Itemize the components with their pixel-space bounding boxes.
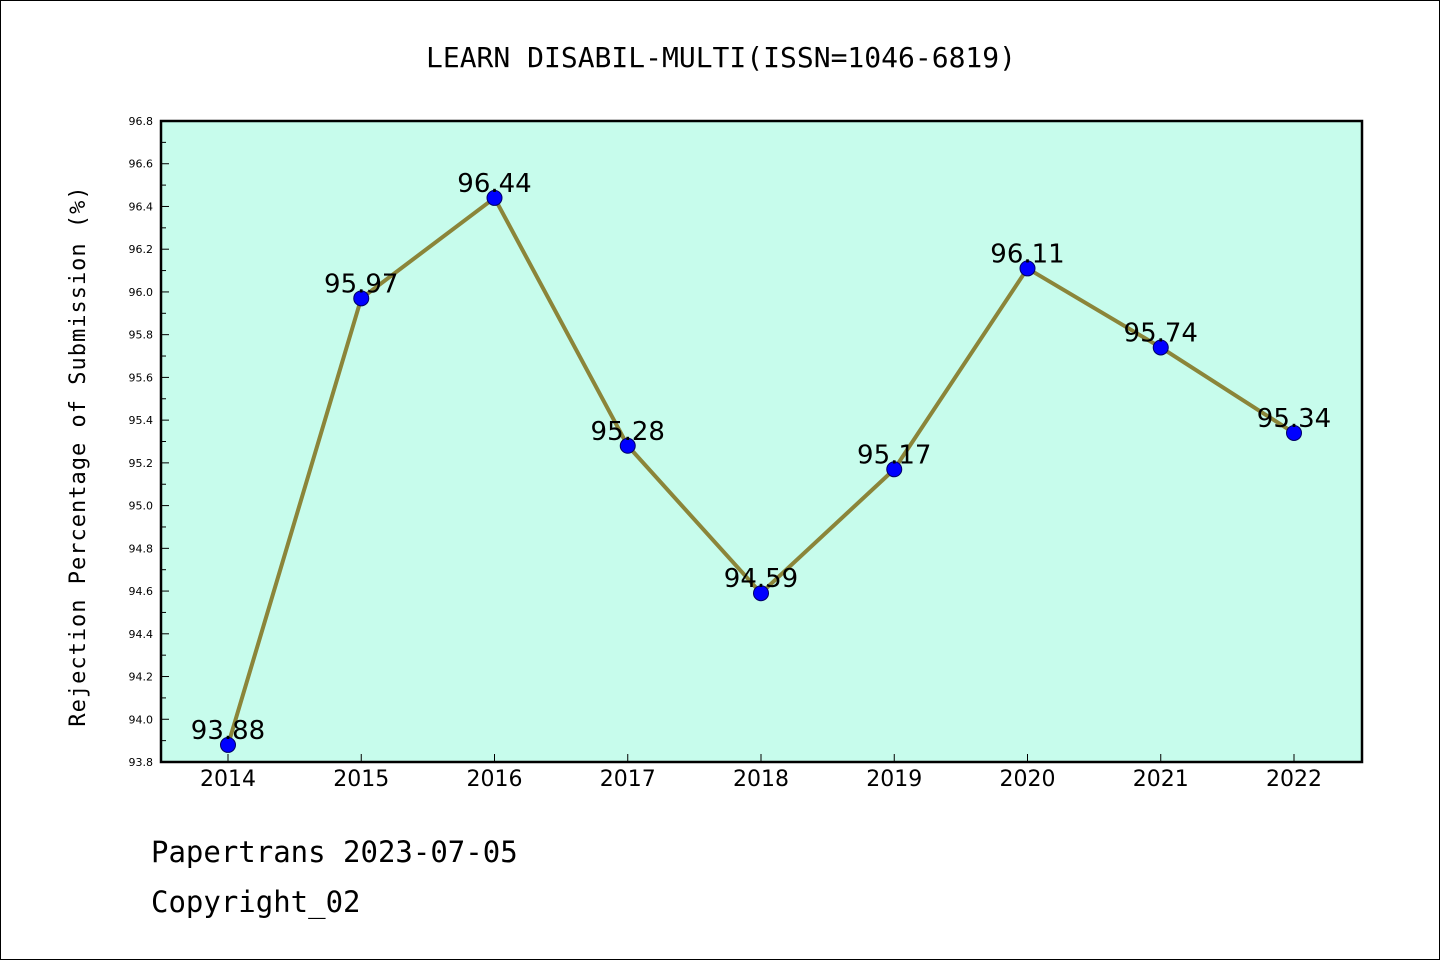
y-tick-label: 95.2 (129, 457, 154, 470)
data-label: 95.28 (591, 417, 665, 447)
data-point-marker (1152, 339, 1169, 356)
y-tick-label: 95.8 (129, 329, 154, 342)
data-point-marker (1019, 260, 1036, 277)
y-tick-label: 95.6 (129, 371, 154, 384)
y-tick-label: 94.6 (129, 585, 154, 598)
x-tick-label: 2022 (1266, 767, 1322, 792)
y-tick-label: 96.8 (129, 115, 154, 128)
data-point-marker (753, 585, 769, 602)
y-tick-label: 94.8 (129, 542, 154, 555)
data-label: 93.88 (191, 716, 265, 746)
data-point-marker (1286, 424, 1302, 441)
data-label: 95.17 (857, 440, 931, 470)
x-axis-ticks: 2014 2015 2016 2017 2018 2019 2020 2021 2022 (200, 754, 1322, 792)
y-tick-label: 96.2 (129, 243, 154, 256)
data-label: 96.11 (990, 239, 1064, 269)
series-line-group (220, 189, 1302, 753)
data-point-marker (619, 437, 636, 454)
footer-copyright-text: Copyright_02 (151, 885, 361, 919)
data-point-marker (486, 189, 503, 206)
plot-area (161, 121, 1362, 762)
y-tick-label: 94.4 (129, 628, 154, 641)
y-tick-label: 95.0 (129, 500, 154, 513)
data-label: 94.59 (724, 564, 798, 594)
y-tick-label: 94.0 (129, 713, 154, 726)
data-point-marker (353, 290, 370, 307)
plot-frame (159, 119, 1364, 764)
data-label: 95.74 (1124, 318, 1198, 348)
y-tick-label: 96.6 (129, 158, 154, 171)
y-axis-label: Rejection Percentage of Submission (%) (66, 185, 91, 726)
x-tick-label: 2014 (200, 767, 256, 792)
y-tick-label: 96.4 (129, 200, 154, 213)
y-axis-ticks: 93.8 94.0 94.2 94.4 94.6 94.8 95.0 95.2 95.4 95.6… (129, 115, 169, 769)
x-tick-label: 2015 (333, 767, 389, 792)
chart-title: LEARN DISABIL-MULTI(ISSN=1046-6819) (426, 41, 1016, 74)
x-tick-label: 2017 (600, 767, 656, 792)
data-label: 95.34 (1257, 404, 1331, 434)
y-tick-label: 93.8 (129, 756, 154, 769)
data-label: 96.44 (457, 169, 531, 199)
footer-date-text: Papertrans 2023-07-05 (151, 835, 518, 869)
data-labels-group: 93.88 95.97 96.44 95.28 94.59 95.17 96.11 95.74… (191, 169, 1331, 746)
data-point-marker (886, 461, 903, 478)
x-tick-label: 2021 (1133, 767, 1189, 792)
x-tick-label: 2020 (1000, 767, 1056, 792)
y-tick-label: 94.2 (129, 671, 154, 684)
x-tick-label: 2019 (866, 767, 922, 792)
y-tick-label: 96.0 (129, 286, 154, 299)
data-label: 95.97 (324, 269, 398, 299)
x-tick-label: 2018 (733, 767, 789, 792)
x-tick-label: 2016 (467, 767, 523, 792)
data-point-marker (220, 736, 236, 753)
y-tick-label: 95.4 (129, 414, 154, 427)
